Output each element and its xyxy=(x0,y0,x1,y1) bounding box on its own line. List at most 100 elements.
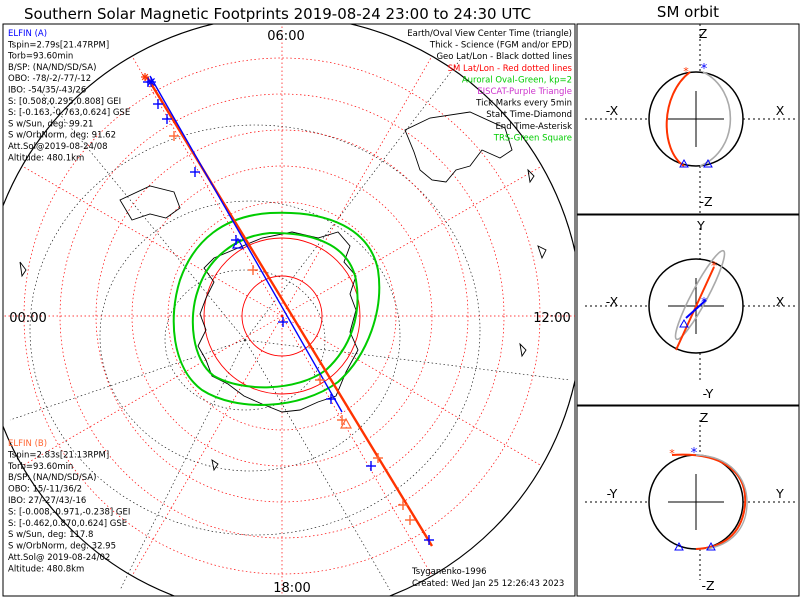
auroral-oval-inner xyxy=(191,231,359,389)
island-coast xyxy=(527,168,535,184)
elfin-a-info: ELFIN (A)Tspin=2.79s[21.47RPM] Torb=93.60… xyxy=(7,29,130,163)
elfin-b-info-line: S w/Sun, deg: 117.8 xyxy=(8,530,93,540)
plus-tick-marker xyxy=(326,394,336,404)
legend-entry: End Time-Asterisk xyxy=(495,122,572,132)
orbit-axis-left: -Y xyxy=(607,486,618,501)
orbit-axis-bottom: -Y xyxy=(703,386,714,401)
plus-tick-marker xyxy=(315,375,325,385)
triangle-marker xyxy=(231,237,245,249)
legend-entry: SM Lat/Lon - Red dotted lines xyxy=(448,64,573,74)
elfin-tracks xyxy=(141,73,434,547)
auroral-oval-outer xyxy=(172,211,381,406)
elfin-b-info-line: B/SP: (NA/ND/SD/SA) xyxy=(8,473,96,483)
elfin-b-orbit xyxy=(675,266,715,351)
elfin-a-info-line: S w/Sun, deg: 99.21 xyxy=(8,119,93,129)
elfin-a-science xyxy=(685,299,707,319)
orbit-title: SM orbit xyxy=(657,3,719,21)
elfin-b-info-line: S w/OrbNorm, deg: 32.95 xyxy=(8,542,116,552)
orbit-panel-xy: Y -Y -X X xyxy=(585,218,795,401)
orbit-panel-yz-frame xyxy=(576,405,800,597)
elfin-b-orbit xyxy=(671,453,747,550)
orbit-axis-bottom: -Z xyxy=(699,194,712,209)
triangle-marker xyxy=(679,318,689,328)
elfin-a-info-line: Tspin=2.79s[21.47RPM] xyxy=(7,40,109,50)
geo-lon-line xyxy=(244,59,461,341)
geo-lon-line xyxy=(9,339,246,421)
plus-tick-marker xyxy=(278,317,288,327)
orbit-markers: * * * * * * xyxy=(669,62,717,551)
orbit-axis-right: Y xyxy=(775,486,784,501)
plus-tick-marker xyxy=(248,265,258,275)
asterisk-marker xyxy=(141,73,149,81)
orbit-panel-xz: Z -Z -X X xyxy=(585,24,795,214)
elfin-b-info: ELFIN (B)Tspin=2.83s[21.13RPM] Torb=93.60… xyxy=(7,439,130,574)
figure-title: Southern Solar Magnetic Footprints 2019-… xyxy=(24,5,531,23)
elfin-b-info-line: OBO: 15/-11/36/2 xyxy=(8,485,82,495)
sm-lat-circle xyxy=(203,237,361,395)
plus-tick-marker xyxy=(153,99,163,109)
asterisk-marker: * xyxy=(669,447,675,460)
orbit-panel-yz: Z -Z -Y Y xyxy=(585,410,795,593)
south-america-coast xyxy=(404,111,513,183)
mlt-label-right: 12:00 xyxy=(533,311,570,326)
elfin-b-label: ELFIN (B) xyxy=(8,439,47,449)
island-coast xyxy=(537,245,547,260)
sm-lat-circle xyxy=(167,201,397,431)
triangle-marker xyxy=(674,541,684,551)
legend-entry: TRS-Green Square xyxy=(493,133,572,143)
mlt-label-top: 06:00 xyxy=(267,29,304,44)
plus-tick-marker xyxy=(424,535,434,545)
elfin-a-info-line: S w/OrbNorm, deg: 91.62 xyxy=(8,131,116,141)
elfin-a-info-line: B/SP: (NA/ND/SD/SA) xyxy=(8,63,96,73)
island-coast xyxy=(211,459,219,472)
sm-lat-circle xyxy=(131,165,433,467)
legend-entry: Start Time-Diamond xyxy=(486,110,572,120)
geo-lon-line xyxy=(244,339,571,381)
elfin-a-info-line: S: [0.508,0.295,0.808] GEI xyxy=(8,97,121,107)
island-coast xyxy=(519,342,527,358)
elfin-a-label: ELFIN (A) xyxy=(8,29,47,39)
plus-tick-marker xyxy=(366,461,376,471)
triangle-marker xyxy=(339,417,353,429)
mlt-label-left: 00:00 xyxy=(9,311,46,326)
sm-lat-circle xyxy=(59,93,505,539)
orbit-axis-right: X xyxy=(776,294,785,309)
legend-entry: Thick - Science (FGM and/or EPD) xyxy=(429,41,572,51)
created-timestamp: Created: Wed Jan 25 12:26:43 2023 xyxy=(412,579,564,589)
geo-lon-line xyxy=(244,339,391,591)
legend-entry: Auroral Oval-Green, kp=2 xyxy=(462,75,572,85)
elfin-a-orbit xyxy=(674,249,726,341)
geo-lat-line xyxy=(164,269,326,411)
orbit-panels: Z -Z -X X Y -Y -X X xyxy=(576,23,800,597)
elfin-b-info-line: S: [-0.462,0.870,0.624] GSE xyxy=(8,519,127,529)
legend-entry: EISCAT-Purple Triangle xyxy=(477,87,572,97)
geo-lat-line xyxy=(29,124,481,536)
elfin-a-info-line: IBO: -54/35/-43/26 xyxy=(8,86,86,96)
elfin-b-info-line: S: [-0.008,-0.971,-0.238] GEI xyxy=(8,507,130,517)
elfin-b-info-line: Altitude: 480.8km xyxy=(8,564,84,574)
mlt-label-bottom: 18:00 xyxy=(273,581,310,596)
legend-entry: Geo Lat/Lon - Black dotted lines xyxy=(436,52,572,62)
elfin-a-info-line: Altitude: 480.1km xyxy=(8,153,84,163)
legend: Earth/Oval View Center Time (triangle) Th… xyxy=(407,29,572,143)
triangle-marker xyxy=(703,158,713,168)
asterisk-marker: * xyxy=(711,259,717,273)
antarctica-coast xyxy=(197,231,359,413)
geo-lon-line xyxy=(119,339,246,591)
africa-coast xyxy=(119,185,181,221)
auroral-oval xyxy=(172,211,381,406)
asterisk-marker xyxy=(146,77,156,87)
asterisk-marker: * xyxy=(701,62,708,77)
sm-grid xyxy=(3,24,575,596)
orbit-panel-xy-frame xyxy=(576,214,800,406)
orbit-axis-top: Z xyxy=(699,26,708,41)
elfin-a-orbit xyxy=(699,71,732,167)
plus-tick-marker xyxy=(169,131,179,141)
elfin-b-info-line: IBO: 27/-27/43/-16 xyxy=(8,496,86,506)
asterisk-marker: * xyxy=(691,446,698,461)
elfin-a-info-line: OBO: -78/-2/-77/-12 xyxy=(8,74,91,84)
orbit-axis-right: X xyxy=(776,103,785,118)
sm-lat-circle xyxy=(95,129,469,503)
elfin-b-orbit xyxy=(665,71,691,167)
